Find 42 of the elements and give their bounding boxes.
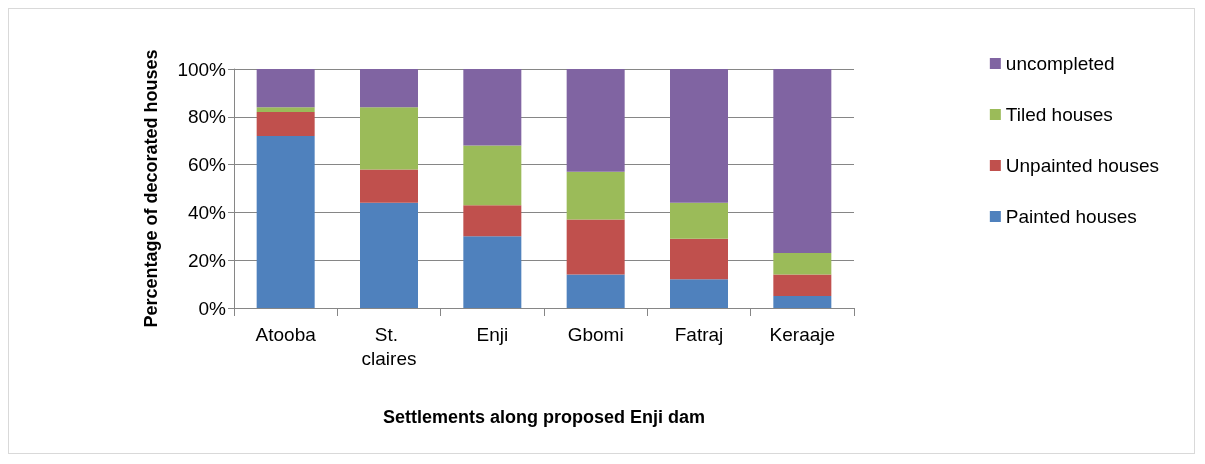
bar (773, 69, 832, 254)
bar (670, 238, 728, 280)
bar (256, 112, 315, 136)
legend-label: Tiled houses (1005, 104, 1113, 125)
y-tick-label: 20% (187, 249, 227, 271)
bar (256, 107, 315, 113)
bar (773, 274, 832, 297)
bar (463, 205, 522, 237)
y-tick-label: 0% (198, 297, 227, 319)
bar (566, 219, 625, 275)
x-tick-label: Fatraj (674, 323, 724, 345)
bar (566, 171, 625, 220)
bar (773, 296, 832, 308)
y-tick-label: 80% (187, 106, 227, 128)
bar (360, 169, 418, 203)
x-tick-label: Enji (476, 323, 509, 345)
y-axis-title: Percentage of decorated houses (141, 49, 161, 328)
legend-label: Unpainted houses (1005, 155, 1159, 176)
bar (670, 279, 728, 308)
bar (566, 274, 625, 308)
bar (670, 202, 728, 239)
bar (463, 145, 522, 206)
bar (773, 253, 832, 275)
bar (360, 107, 418, 170)
x-tick-label: Keraaje (769, 323, 836, 345)
bar (670, 69, 728, 203)
y-tick-label: 40% (187, 201, 227, 223)
legend-label: uncompleted (1005, 53, 1115, 74)
bar (463, 69, 522, 146)
x-axis-title: Settlements along proposed Enji dam (382, 407, 706, 427)
x-tick-label: St. claires (361, 323, 417, 369)
y-tick-label: 60% (187, 154, 227, 176)
bar (360, 202, 418, 308)
x-tick-label: Atooba (255, 323, 317, 345)
bar (566, 69, 625, 172)
bar (463, 236, 522, 308)
x-tick-label: Gbomi (567, 323, 624, 345)
bar (360, 69, 418, 108)
legend-label: Painted houses (1005, 206, 1137, 227)
bar (256, 69, 315, 108)
bar (256, 135, 315, 308)
y-tick-label: 100% (177, 58, 227, 80)
